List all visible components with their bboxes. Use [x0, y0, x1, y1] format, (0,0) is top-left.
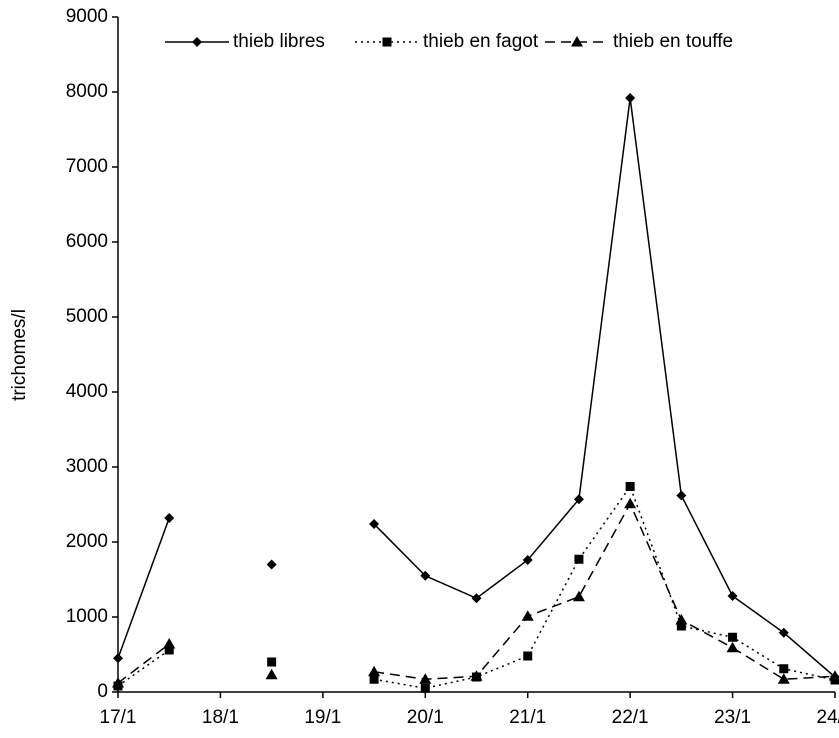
data-point: [676, 621, 686, 631]
data-point: [572, 590, 585, 602]
y-tick-label: 5000: [66, 306, 108, 327]
data-point: [573, 494, 584, 505]
data-point: [369, 519, 380, 529]
data-point: [368, 665, 381, 677]
y-tick-label: 3000: [66, 456, 108, 477]
x-tick-label: 17/1: [100, 707, 137, 728]
x-tick-label: 18/1: [202, 707, 239, 728]
data-point: [522, 555, 533, 565]
data-point: [113, 653, 123, 664]
x-tick-label: 19/1: [304, 707, 341, 728]
y-tick-label: 1000: [66, 606, 108, 627]
data-point: [420, 683, 430, 693]
data-point: [829, 670, 839, 681]
x-tick-label: 23/1: [714, 707, 751, 728]
data-point: [267, 657, 277, 667]
y-tick-label: 6000: [66, 231, 108, 252]
data-point: [726, 641, 739, 653]
data-point: [778, 627, 789, 638]
data-point: [470, 670, 483, 681]
data-point: [164, 645, 174, 655]
x-tick-label: 20/1: [407, 707, 444, 728]
data-point: [163, 638, 176, 649]
y-tick-label: 8000: [66, 81, 108, 102]
legend-marker: [192, 37, 202, 47]
data-point: [112, 677, 124, 688]
data-point: [625, 482, 635, 491]
data-point: [369, 674, 379, 684]
data-point: [676, 490, 687, 501]
y-axis-label: trichomes/l: [9, 309, 30, 401]
y-tick-label: 9000: [66, 6, 108, 27]
legend-label: thieb en touffe: [613, 31, 733, 52]
legend-marker: [382, 37, 392, 47]
data-point: [164, 513, 175, 523]
data-point: [777, 673, 790, 684]
y-tick-label: 7000: [66, 156, 108, 177]
data-point: [265, 668, 278, 680]
y-tick-label: 2000: [66, 531, 108, 552]
y-tick-label: 4000: [66, 381, 108, 402]
x-tick-label: 21/1: [509, 707, 546, 728]
series-line: [117, 97, 836, 678]
legend-label: thieb en fagot: [423, 31, 539, 52]
legend-marker: [571, 36, 583, 47]
data-point: [779, 664, 789, 674]
x-tick-label: 22/1: [612, 707, 649, 728]
series-line: [117, 484, 836, 690]
legend-label: thieb libres: [233, 31, 325, 52]
data-point: [420, 570, 431, 581]
y-tick-label: 0: [97, 681, 108, 702]
data-point: [728, 632, 738, 642]
data-point: [675, 614, 688, 625]
series-line: [117, 502, 836, 684]
data-point: [266, 559, 277, 570]
data-point: [471, 593, 482, 604]
data-point: [727, 591, 738, 601]
data-point: [574, 554, 584, 564]
data-point: [625, 93, 636, 103]
x-tick-label: 24/1: [817, 707, 839, 728]
data-point: [521, 610, 534, 621]
data-point: [419, 673, 432, 684]
data-point: [523, 651, 533, 661]
data-point: [624, 497, 637, 509]
